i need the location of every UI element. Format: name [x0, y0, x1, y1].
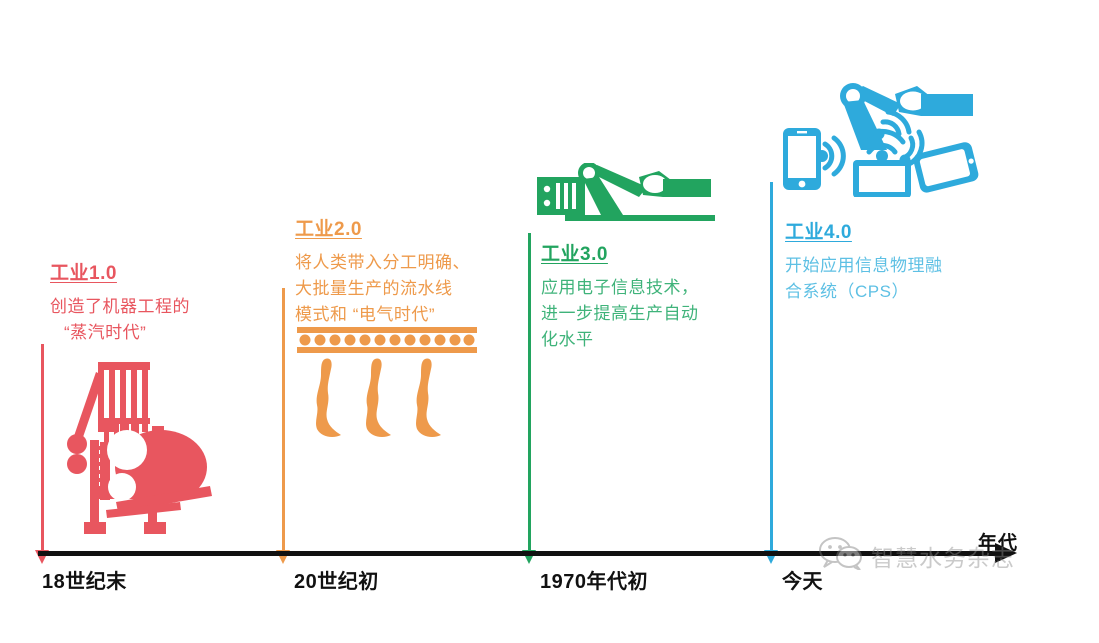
era-desc-line: “蒸汽时代” — [64, 323, 147, 342]
era-desc-line: 将人类带入分工明确、 — [295, 253, 470, 272]
arrow-right-icon — [995, 543, 1017, 563]
steam-engine-icon — [60, 362, 220, 542]
date-label-industry-3: 1970年代初 — [540, 571, 648, 593]
connected-devices-icon — [775, 72, 980, 202]
timeline-stem-industry-2 — [276, 288, 290, 564]
era-desc-line: 应用电子信息技术， — [541, 278, 699, 297]
era-desc-line: 化水平 — [541, 330, 594, 349]
robot-arm-icon — [535, 162, 720, 228]
era-desc-line: 进一步提高生产自动 — [541, 304, 699, 323]
era-desc-line: 开始应用信息物理融 — [785, 256, 943, 275]
timeline-stem-industry-1 — [35, 344, 49, 564]
date-label-industry-1: 18世纪末 — [42, 571, 127, 593]
era-title-industry-4: 工业4.0 — [785, 222, 852, 243]
era-desc-line: 合系统（CPS） — [785, 282, 909, 301]
era-text-industry-2: 工业2.0 将人类带入分工明确、 大批量生产的流水线 模式和 “电气时代” — [295, 214, 470, 328]
era-text-industry-4: 工业4.0 开始应用信息物理融 合系统（CPS） — [785, 217, 943, 305]
era-text-industry-1: 工业1.0 创造了机器工程的 “蒸汽时代” — [50, 258, 190, 346]
axis-end-label: 年代 — [978, 533, 1019, 554]
date-label-industry-2: 20世纪初 — [294, 571, 379, 593]
era-title-industry-2: 工业2.0 — [295, 219, 362, 240]
era-text-industry-3: 工业3.0 应用电子信息技术， 进一步提高生产自动 化水平 — [541, 239, 699, 353]
date-label-industry-4: 今天 — [782, 571, 823, 593]
era-title-industry-1: 工业1.0 — [50, 263, 117, 284]
assembly-line-icon — [297, 327, 477, 447]
era-desc-line: 大批量生产的流水线 — [295, 279, 453, 298]
era-title-industry-3: 工业3.0 — [541, 244, 608, 265]
era-desc-line: 创造了机器工程的 — [50, 297, 190, 316]
timeline-stem-industry-3 — [522, 233, 536, 564]
timeline-axis — [38, 551, 998, 556]
era-desc-line: 模式和 “电气时代” — [295, 305, 436, 324]
timeline-stem-industry-4 — [764, 182, 778, 564]
